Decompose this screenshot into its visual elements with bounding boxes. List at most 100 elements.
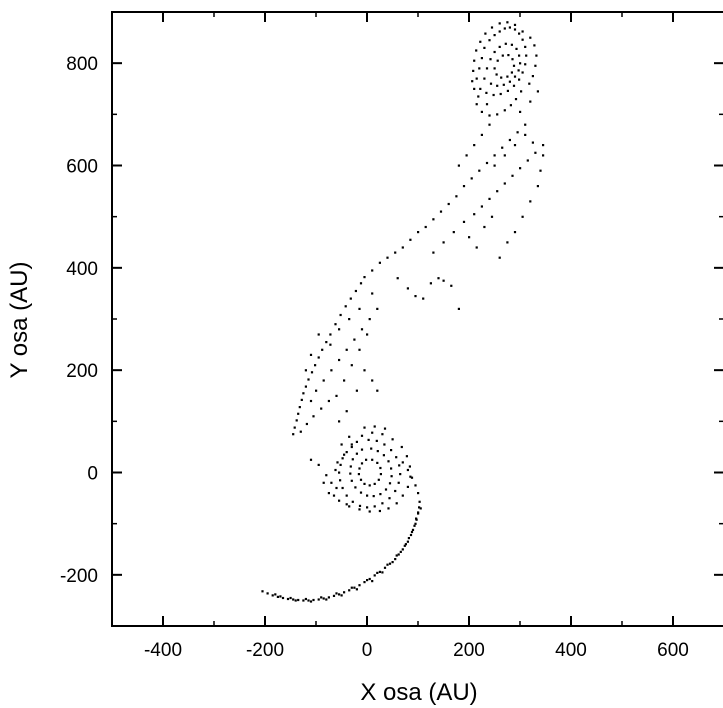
scatter-point	[309, 458, 313, 461]
scatter-point	[520, 90, 523, 93]
scatter-point	[397, 553, 400, 556]
scatter-point	[513, 144, 517, 147]
scatter-point	[422, 297, 425, 300]
scatter-point	[387, 460, 390, 463]
scatter-point	[286, 597, 290, 601]
scatter-point	[382, 454, 385, 457]
scatter-point	[475, 49, 478, 52]
scatter-point	[358, 504, 362, 507]
scatter-point	[408, 465, 411, 468]
scatter-point	[409, 533, 413, 537]
scatter-point	[343, 379, 346, 382]
scatter-point	[383, 566, 387, 569]
scatter-point	[299, 430, 302, 433]
scatter-point	[401, 461, 404, 464]
scatter-point	[350, 445, 353, 449]
y-tick-label: 0	[87, 464, 98, 485]
scatter-point	[358, 508, 361, 511]
scatter-point	[292, 433, 295, 436]
scatter-point	[363, 276, 366, 279]
scatter-point	[479, 40, 482, 43]
scatter-point	[480, 110, 483, 113]
scatter-point	[511, 174, 514, 177]
scatter-point	[410, 476, 414, 479]
scatter-point	[292, 598, 295, 601]
scatter-point	[355, 389, 358, 392]
scatter-point	[353, 338, 356, 341]
scatter-point	[531, 75, 534, 78]
scatter-point	[387, 507, 390, 510]
scatter-point	[495, 73, 498, 76]
scatter-point	[510, 71, 513, 74]
scatter-point	[386, 256, 389, 259]
scatter-point	[339, 479, 342, 482]
scatter-point	[293, 426, 296, 429]
scatter-point	[358, 348, 361, 351]
scatter-point	[533, 44, 536, 47]
scatter-point	[317, 463, 320, 466]
scatter-point	[297, 412, 300, 415]
scatter-point	[310, 371, 314, 374]
scatter-point	[298, 406, 301, 409]
scatter-point	[343, 591, 346, 594]
scatter-point	[518, 32, 521, 35]
scatter-point	[366, 506, 369, 509]
scatter-point	[368, 484, 371, 487]
scatter-point	[500, 76, 503, 79]
scatter-point	[281, 596, 285, 600]
scatter-point	[478, 169, 481, 172]
scatter-point	[390, 467, 393, 470]
scatter-point	[274, 593, 277, 596]
scatter-point	[432, 218, 435, 221]
scatter-point	[510, 43, 513, 46]
scatter-point	[348, 435, 351, 438]
x-tick-label: 600	[657, 640, 689, 661]
scatter-point	[485, 103, 489, 106]
scatter-point	[366, 494, 369, 497]
scatter-point	[450, 284, 453, 287]
scatter-point	[480, 133, 483, 136]
scatter-point	[475, 103, 478, 106]
scatter-point	[295, 419, 298, 422]
scatter-point	[483, 77, 486, 80]
scatter-point	[489, 58, 492, 61]
scatter-point	[350, 586, 353, 589]
scatter-point	[363, 581, 366, 584]
scatter-point	[534, 151, 537, 154]
scatter-point	[472, 69, 475, 72]
scatter-point	[502, 83, 505, 86]
scatter-point	[498, 256, 501, 259]
scatter-point	[519, 167, 522, 170]
scatter-point	[325, 474, 328, 477]
scatter-point	[322, 379, 325, 382]
scatter-point	[379, 473, 382, 476]
scatter-point	[439, 210, 443, 213]
scatter-point	[336, 461, 339, 464]
scatter-point	[367, 438, 370, 441]
scatter-point	[394, 558, 397, 561]
scatter-point	[407, 537, 410, 540]
scatter-point	[462, 185, 466, 188]
scatter-point	[381, 571, 384, 574]
scatter-point	[409, 475, 412, 478]
scatter-point	[475, 77, 478, 80]
scatter-point	[378, 261, 381, 264]
scatter-point	[363, 426, 366, 429]
scatter-point	[345, 410, 348, 413]
scatter-point	[400, 445, 403, 449]
scatter-point	[531, 141, 534, 144]
scatter-point	[512, 84, 516, 87]
x-tick-label: 0	[362, 640, 373, 661]
scatter-point	[518, 54, 521, 57]
scatter-point	[488, 123, 491, 126]
scatter-point	[357, 473, 360, 476]
scatter-point	[350, 479, 353, 482]
scatter-point	[391, 438, 394, 441]
scatter-point	[355, 588, 358, 591]
scatter-point	[304, 385, 307, 388]
scatter-point	[309, 353, 313, 356]
y-tick-label: 200	[66, 361, 98, 382]
scatter-point	[432, 251, 435, 254]
scatter-point	[314, 364, 317, 367]
scatter-point	[360, 434, 364, 437]
